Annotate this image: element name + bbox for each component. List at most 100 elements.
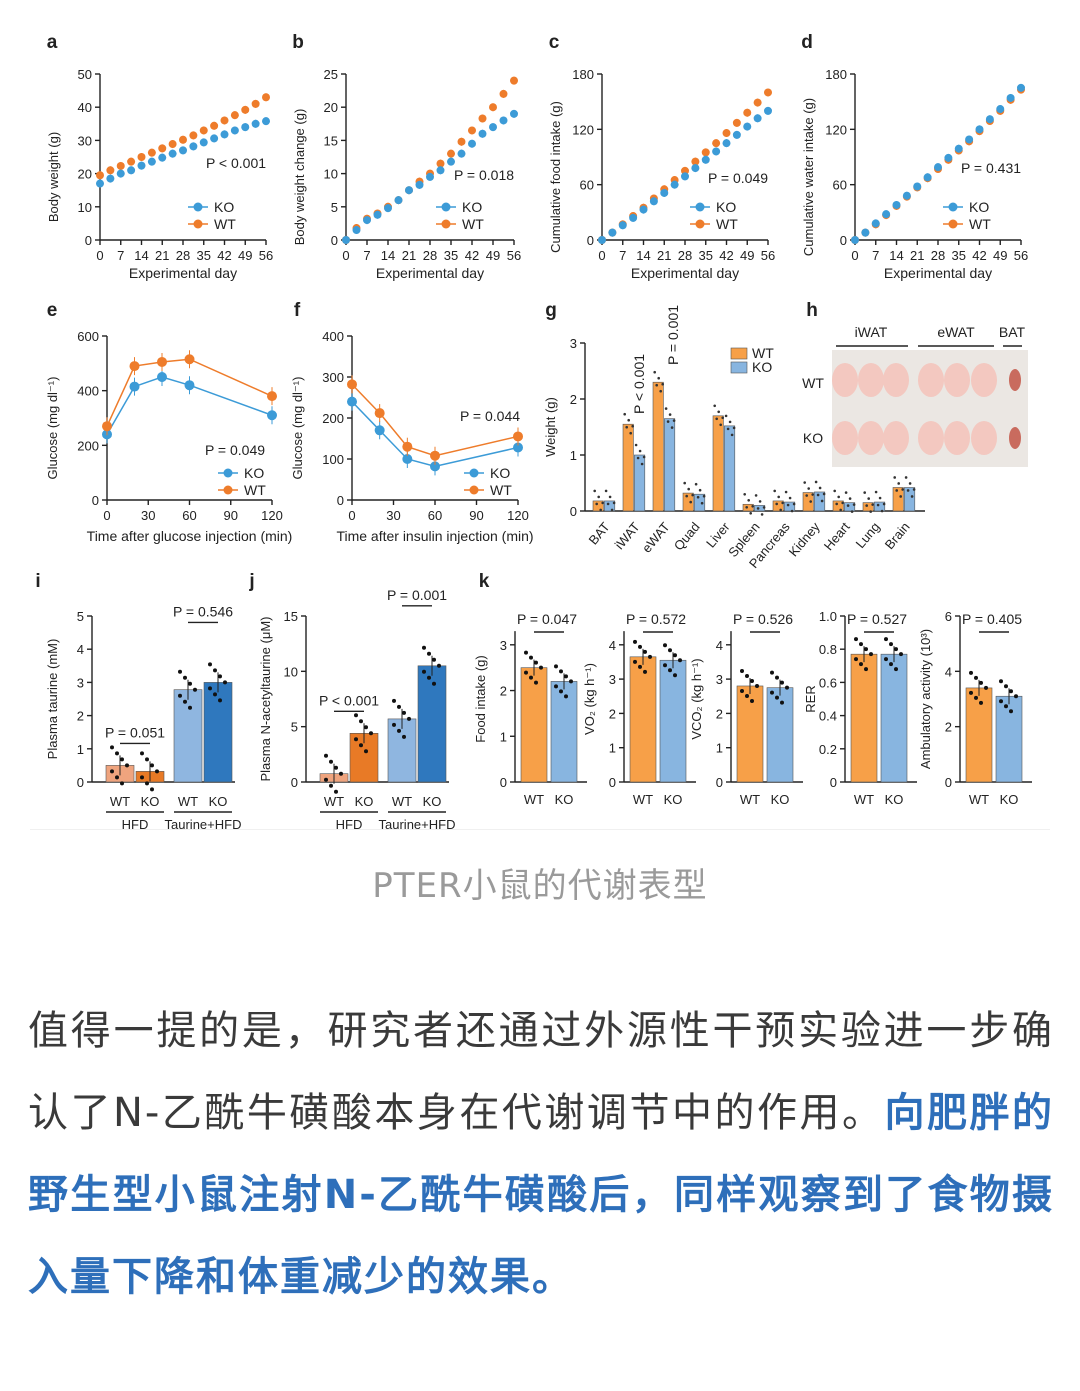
panel-g-dot	[910, 495, 914, 498]
panel-k-dot	[559, 689, 563, 694]
panel-letter-d: d	[801, 32, 813, 53]
panel-d-y-tick-label: 60	[833, 178, 847, 193]
panel-g-y-tick-label: 2	[570, 392, 577, 407]
panel-k-dot	[894, 667, 898, 672]
panel-e-point-wt	[267, 391, 277, 402]
panel-g-dot	[792, 502, 796, 506]
panel-c-point-wt	[753, 98, 762, 107]
panel-j-y-tick-label: 15	[284, 609, 298, 624]
panel-i-dot	[208, 662, 212, 667]
panel-b-x-tick-label: 28	[423, 248, 437, 263]
panel-a-x-tick-label: 0	[96, 248, 103, 263]
panel-i-dot	[178, 669, 182, 674]
panel-k-dot	[643, 669, 647, 674]
panel-g-bar-ko	[724, 425, 736, 512]
panel-g-dot	[835, 502, 838, 506]
panel-h-col-label: BAT	[999, 324, 1026, 340]
panel-g-dot	[850, 510, 854, 513]
panel-a-point-wt	[168, 140, 177, 149]
panel-f-point-wt	[513, 431, 523, 442]
panel-a-x-tick-label: 28	[176, 248, 190, 263]
panel-g-category: Quad	[671, 519, 703, 553]
panel-d-point-ko	[851, 236, 859, 244]
panel-c-x-tick-label: 7	[619, 248, 626, 263]
panel-g-dot	[784, 490, 788, 494]
legend-ko-label: KO	[244, 465, 264, 481]
panel-b-point-wt	[468, 126, 476, 135]
panel-k-dot	[638, 664, 642, 669]
panel-k-0-y-tick-label: 1	[500, 729, 507, 744]
panel-f-point-ko	[374, 425, 385, 436]
panel-c-point-ko	[649, 197, 658, 206]
panel-j-dot	[354, 737, 358, 742]
panel-g-dot	[779, 508, 782, 512]
panel-g-dot	[612, 501, 616, 505]
panel-h-row-label: WT	[802, 375, 824, 391]
panel-g-dot	[610, 508, 614, 512]
panel-h-tissue	[1009, 427, 1021, 449]
panel-e-x-tick-label: 30	[141, 508, 155, 523]
panel-j-dot	[402, 734, 406, 739]
panel-f-ylabel: Glucose (mg dl⁻¹)	[290, 377, 305, 480]
panel-g-category: Lung	[853, 519, 883, 551]
panel-k-bar	[659, 659, 687, 783]
panel-k-dot	[539, 665, 543, 670]
panel-g-bar-ko	[814, 491, 826, 512]
panel-f-x-tick-label: 60	[428, 508, 442, 523]
panel-i-dot	[213, 668, 217, 673]
panel-g-dot	[751, 504, 754, 508]
panel-d-y-tick-label: 120	[825, 122, 847, 137]
panel-k-dot	[999, 679, 1003, 684]
panel-e-y-tick-label: 600	[77, 329, 99, 344]
panel-a-point-ko	[251, 119, 260, 128]
panel-k-dot	[969, 670, 973, 675]
panel-j-dot	[329, 759, 333, 764]
panel-b-point-ko	[489, 123, 497, 132]
panel-d-point-ko	[944, 153, 953, 162]
panel-g-y-tick-label: 0	[570, 504, 577, 519]
panel-a-x-tick-label: 49	[238, 248, 252, 263]
panel-j-ylabel: Plasma N-acetyltaurine (μM)	[258, 617, 273, 782]
panel-k-1-y-tick-label: 0	[609, 775, 616, 790]
panel-b-y-tick-label: 15	[324, 133, 338, 148]
panel-h-row-label: KO	[803, 430, 823, 446]
panel-k-2-y-tick-label: 2	[716, 706, 723, 721]
panel-e-xlabel: Time after glucose injection (min)	[87, 528, 293, 544]
panel-i-dot	[183, 699, 187, 704]
panel-j-dot	[427, 675, 431, 680]
panel-g-dot	[670, 426, 674, 429]
panel-g-bar-wt	[802, 492, 814, 512]
panel-e-x-tick-label: 0	[103, 508, 110, 523]
panel-b-y-tick-label: 10	[324, 167, 338, 182]
panel-b-point-wt	[478, 114, 487, 123]
panel-a-y-tick-label: 0	[85, 233, 92, 248]
panel-f-x-tick-label: 30	[386, 508, 400, 523]
panel-c-point-wt	[732, 118, 741, 127]
panel-i-y-tick-label: 5	[77, 609, 84, 624]
panel-h-tissue	[832, 363, 858, 397]
panel-d-point-ko	[892, 200, 901, 209]
panel-i-y-tick-label: 1	[77, 742, 84, 757]
panel-k-dot	[884, 637, 888, 642]
panel-e-point-ko	[129, 381, 140, 392]
panel-c-point-ko	[618, 221, 627, 230]
panel-b-point-ko	[415, 180, 424, 189]
panel-j-y-tick-label: 0	[291, 775, 298, 790]
panel-g-dot	[897, 482, 900, 485]
panel-e-x-tick-label: 90	[224, 508, 238, 523]
panel-g-bar-ko	[904, 487, 916, 512]
panel-g-dot	[694, 482, 698, 486]
panel-g-category: eWAT	[639, 519, 673, 555]
panel-i-dot	[188, 681, 192, 686]
panel-g-dot	[869, 510, 872, 513]
panel-k-dot	[864, 667, 868, 672]
panel-i-dot	[125, 763, 129, 768]
panel-h-tissue	[944, 363, 970, 397]
panel-letter-i: i	[35, 571, 40, 592]
panel-k-dot	[984, 685, 988, 690]
panel-b-point-ko	[394, 196, 403, 205]
panel-k-dot	[1009, 709, 1013, 714]
panel-g-dot	[822, 492, 826, 496]
panel-k-xtick-label: WT	[969, 792, 989, 807]
panel-k-dot	[859, 642, 863, 647]
